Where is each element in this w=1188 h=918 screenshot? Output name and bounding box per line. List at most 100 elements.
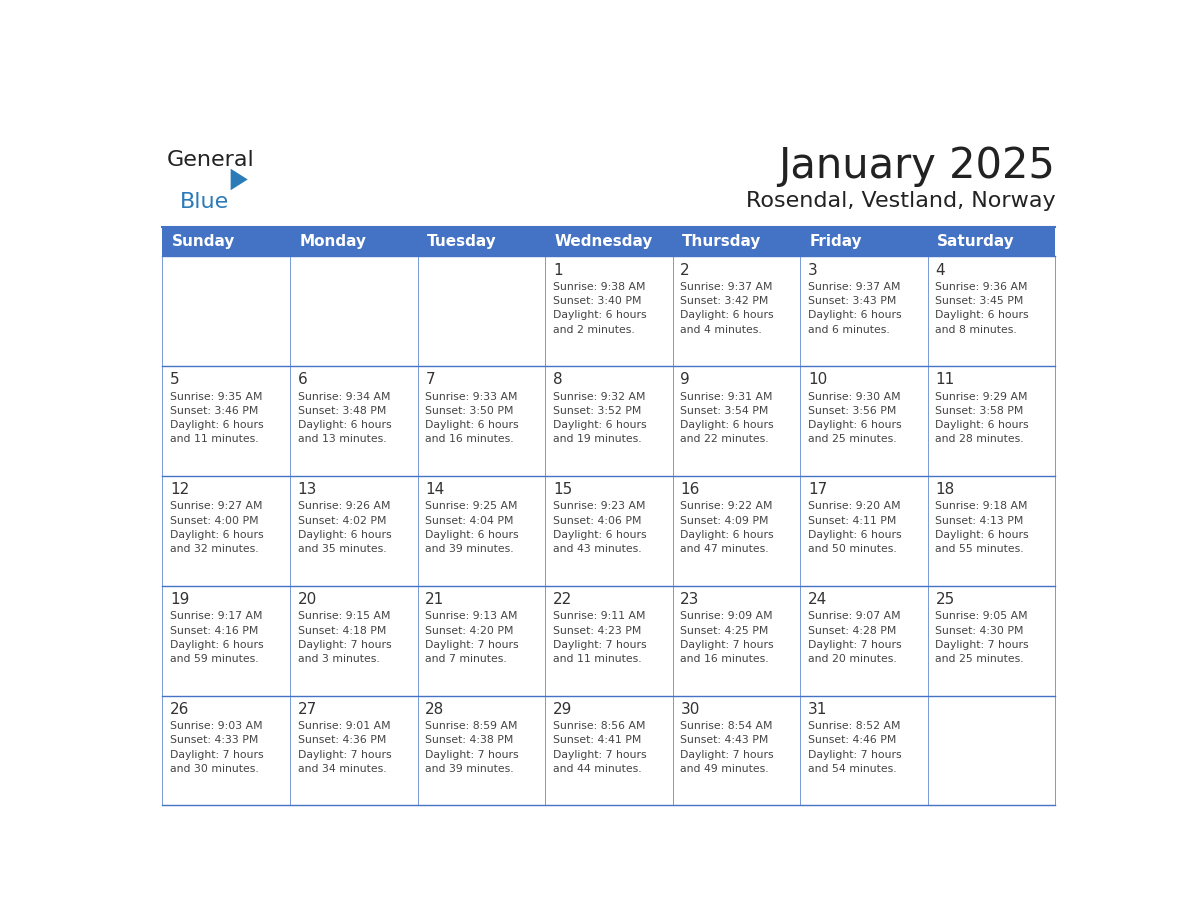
Text: Sunset: 4:46 PM: Sunset: 4:46 PM — [808, 735, 896, 745]
Text: 18: 18 — [935, 482, 955, 498]
Text: 3: 3 — [808, 263, 817, 277]
Bar — [163, 256, 290, 366]
Text: 30: 30 — [681, 702, 700, 717]
Bar — [163, 227, 1055, 256]
Text: Sunset: 4:02 PM: Sunset: 4:02 PM — [298, 516, 386, 526]
Text: Sunset: 4:06 PM: Sunset: 4:06 PM — [552, 516, 642, 526]
Text: Daylight: 7 hours: Daylight: 7 hours — [552, 750, 646, 759]
Text: Sunrise: 9:37 AM: Sunrise: 9:37 AM — [681, 282, 773, 292]
Bar — [290, 586, 417, 696]
Text: and 25 minutes.: and 25 minutes. — [935, 654, 1024, 664]
Text: 8: 8 — [552, 373, 562, 387]
Bar — [545, 696, 672, 805]
Bar — [672, 696, 801, 805]
Text: and 16 minutes.: and 16 minutes. — [681, 654, 769, 664]
Text: 29: 29 — [552, 702, 573, 717]
Text: 9: 9 — [681, 373, 690, 387]
Text: Saturday: Saturday — [937, 234, 1015, 250]
Text: Daylight: 6 hours: Daylight: 6 hours — [681, 420, 775, 431]
Text: Sunset: 4:09 PM: Sunset: 4:09 PM — [681, 516, 769, 526]
Text: and 8 minutes.: and 8 minutes. — [935, 325, 1017, 334]
Text: and 54 minutes.: and 54 minutes. — [808, 764, 897, 774]
Bar — [417, 256, 545, 366]
Text: Sunset: 4:13 PM: Sunset: 4:13 PM — [935, 516, 1024, 526]
Bar — [163, 476, 290, 586]
Text: 24: 24 — [808, 592, 827, 607]
Text: and 39 minutes.: and 39 minutes. — [425, 544, 514, 554]
Text: Sunset: 4:23 PM: Sunset: 4:23 PM — [552, 625, 642, 635]
Text: Sunset: 4:28 PM: Sunset: 4:28 PM — [808, 625, 896, 635]
Text: Blue: Blue — [181, 192, 229, 212]
Text: Sunrise: 9:29 AM: Sunrise: 9:29 AM — [935, 392, 1028, 402]
Text: Sunrise: 9:35 AM: Sunrise: 9:35 AM — [170, 392, 263, 402]
Text: Daylight: 6 hours: Daylight: 6 hours — [170, 640, 264, 650]
Text: 22: 22 — [552, 592, 573, 607]
Text: and 49 minutes.: and 49 minutes. — [681, 764, 769, 774]
Text: Daylight: 6 hours: Daylight: 6 hours — [425, 420, 519, 431]
Text: Sunrise: 9:33 AM: Sunrise: 9:33 AM — [425, 392, 518, 402]
Bar — [163, 696, 290, 805]
Text: and 55 minutes.: and 55 minutes. — [935, 544, 1024, 554]
Text: Sunrise: 9:37 AM: Sunrise: 9:37 AM — [808, 282, 901, 292]
Bar — [672, 476, 801, 586]
Bar — [672, 256, 801, 366]
Text: Sunrise: 8:52 AM: Sunrise: 8:52 AM — [808, 721, 901, 731]
Text: Sunset: 3:52 PM: Sunset: 3:52 PM — [552, 406, 642, 416]
Bar — [801, 696, 928, 805]
Text: Sunset: 4:33 PM: Sunset: 4:33 PM — [170, 735, 259, 745]
Text: Daylight: 6 hours: Daylight: 6 hours — [170, 420, 264, 431]
Text: Sunset: 4:41 PM: Sunset: 4:41 PM — [552, 735, 642, 745]
Text: and 4 minutes.: and 4 minutes. — [681, 325, 763, 334]
Text: Sunset: 4:11 PM: Sunset: 4:11 PM — [808, 516, 896, 526]
Text: Daylight: 6 hours: Daylight: 6 hours — [681, 310, 775, 320]
Text: January 2025: January 2025 — [778, 145, 1055, 186]
Text: Sunrise: 9:25 AM: Sunrise: 9:25 AM — [425, 501, 518, 511]
Text: Daylight: 6 hours: Daylight: 6 hours — [425, 530, 519, 540]
Text: Sunrise: 9:22 AM: Sunrise: 9:22 AM — [681, 501, 773, 511]
Text: General: General — [166, 151, 254, 170]
Text: Sunrise: 9:38 AM: Sunrise: 9:38 AM — [552, 282, 645, 292]
Text: Daylight: 6 hours: Daylight: 6 hours — [681, 530, 775, 540]
Text: Daylight: 6 hours: Daylight: 6 hours — [935, 420, 1029, 431]
Text: Sunset: 4:18 PM: Sunset: 4:18 PM — [298, 625, 386, 635]
Text: 5: 5 — [170, 373, 179, 387]
Bar — [163, 366, 290, 476]
Text: Sunrise: 9:20 AM: Sunrise: 9:20 AM — [808, 501, 901, 511]
Bar — [545, 256, 672, 366]
Text: and 30 minutes.: and 30 minutes. — [170, 764, 259, 774]
Text: Sunrise: 9:30 AM: Sunrise: 9:30 AM — [808, 392, 901, 402]
Text: 27: 27 — [298, 702, 317, 717]
Text: Sunset: 4:20 PM: Sunset: 4:20 PM — [425, 625, 513, 635]
Bar — [672, 366, 801, 476]
Text: Sunday: Sunday — [172, 234, 235, 250]
Text: Daylight: 7 hours: Daylight: 7 hours — [808, 750, 902, 759]
Text: Daylight: 6 hours: Daylight: 6 hours — [552, 530, 646, 540]
Text: Sunset: 4:43 PM: Sunset: 4:43 PM — [681, 735, 769, 745]
Text: Wednesday: Wednesday — [555, 234, 652, 250]
Text: and 2 minutes.: and 2 minutes. — [552, 325, 634, 334]
Bar — [801, 366, 928, 476]
Text: and 22 minutes.: and 22 minutes. — [681, 434, 769, 444]
Text: Sunrise: 9:18 AM: Sunrise: 9:18 AM — [935, 501, 1028, 511]
Text: and 13 minutes.: and 13 minutes. — [298, 434, 386, 444]
Text: Sunset: 4:04 PM: Sunset: 4:04 PM — [425, 516, 513, 526]
Text: 11: 11 — [935, 373, 955, 387]
Text: and 28 minutes.: and 28 minutes. — [935, 434, 1024, 444]
Text: Daylight: 7 hours: Daylight: 7 hours — [425, 640, 519, 650]
Text: Daylight: 6 hours: Daylight: 6 hours — [552, 310, 646, 320]
Bar — [417, 586, 545, 696]
Text: Daylight: 6 hours: Daylight: 6 hours — [170, 530, 264, 540]
Text: Daylight: 6 hours: Daylight: 6 hours — [935, 310, 1029, 320]
Text: Daylight: 7 hours: Daylight: 7 hours — [170, 750, 264, 759]
Bar — [545, 476, 672, 586]
Text: Sunrise: 9:26 AM: Sunrise: 9:26 AM — [298, 501, 390, 511]
Text: Sunrise: 9:31 AM: Sunrise: 9:31 AM — [681, 392, 773, 402]
Text: Sunset: 3:54 PM: Sunset: 3:54 PM — [681, 406, 769, 416]
Text: Sunrise: 9:07 AM: Sunrise: 9:07 AM — [808, 611, 901, 621]
Text: Sunset: 4:36 PM: Sunset: 4:36 PM — [298, 735, 386, 745]
Text: and 16 minutes.: and 16 minutes. — [425, 434, 514, 444]
Text: Daylight: 6 hours: Daylight: 6 hours — [552, 420, 646, 431]
Polygon shape — [230, 169, 248, 190]
Text: and 11 minutes.: and 11 minutes. — [552, 654, 642, 664]
Bar — [545, 366, 672, 476]
